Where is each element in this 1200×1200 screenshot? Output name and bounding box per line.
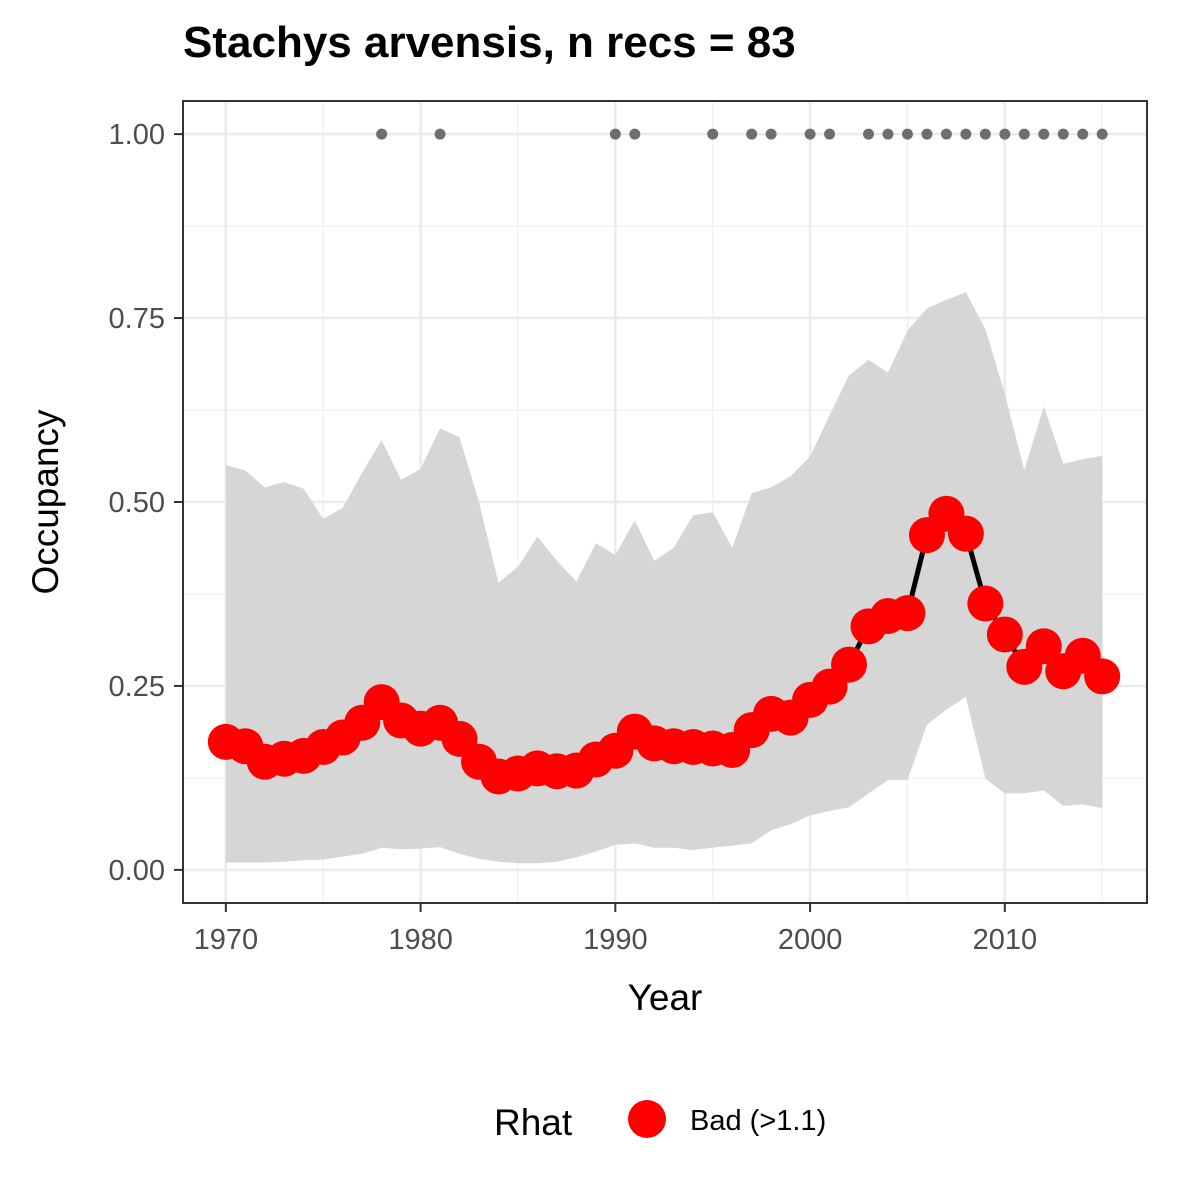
record-point-1990: [609, 128, 621, 140]
y-tick-label: 0.00: [109, 855, 165, 887]
axis-ticks: [174, 133, 1006, 912]
occupancy-point-2008: [947, 515, 984, 552]
occupancy-point-2015: [1084, 658, 1121, 695]
record-points-layer: [376, 128, 1108, 140]
y-tick-label: 0.75: [109, 303, 165, 335]
y-axis-title: Occupancy: [25, 409, 66, 595]
record-point-2003: [863, 128, 875, 140]
occupancy-point-2005: [889, 595, 926, 632]
occupancy-point-2012: [1025, 628, 1062, 665]
x-axis-title: Year: [628, 977, 703, 1018]
x-tick-label: 2000: [778, 924, 843, 956]
x-tick-labels: 1970 1980 1990 2000 2010: [194, 924, 1038, 956]
record-point-2000: [804, 128, 816, 140]
record-point-2013: [1057, 128, 1069, 140]
record-point-1997: [746, 128, 758, 140]
x-tick-label: 1990: [583, 924, 648, 956]
y-tick-labels: 0.00 0.25 0.50 0.75 1.00: [109, 119, 165, 887]
legend-title: Rhat: [494, 1102, 573, 1143]
record-point-1978: [376, 128, 388, 140]
record-point-1998: [765, 128, 777, 140]
record-point-2015: [1096, 128, 1108, 140]
legend-label: Bad (>1.1): [690, 1105, 826, 1137]
occupancy-point-2002: [831, 646, 868, 683]
record-point-2001: [824, 128, 836, 140]
record-point-2012: [1038, 128, 1050, 140]
occupancy-points-layer: [207, 495, 1121, 795]
x-tick-label: 1980: [388, 924, 453, 956]
legend-key-red-circle: [628, 1100, 666, 1138]
occupancy-point-2009: [967, 585, 1004, 622]
record-point-2011: [1018, 128, 1030, 140]
record-point-2010: [999, 128, 1011, 140]
record-point-2006: [921, 128, 933, 140]
record-point-2007: [940, 128, 952, 140]
y-tick-label: 0.50: [109, 487, 165, 519]
record-point-2008: [960, 128, 972, 140]
y-tick-label: 0.25: [109, 671, 165, 703]
record-point-2004: [882, 128, 894, 140]
x-tick-label: 1970: [194, 924, 259, 956]
record-point-2005: [901, 128, 913, 140]
record-point-2009: [979, 128, 991, 140]
y-tick-label: 1.00: [109, 119, 165, 151]
record-point-1995: [707, 128, 719, 140]
x-tick-label: 2010: [973, 924, 1038, 956]
record-point-1991: [629, 128, 641, 140]
chart-title: Stachys arvensis, n recs = 83: [183, 18, 796, 67]
occupancy-point-2010: [986, 616, 1023, 653]
legend: Rhat Bad (>1.1): [494, 1100, 826, 1143]
record-point-1981: [434, 128, 446, 140]
record-point-2014: [1077, 128, 1089, 140]
